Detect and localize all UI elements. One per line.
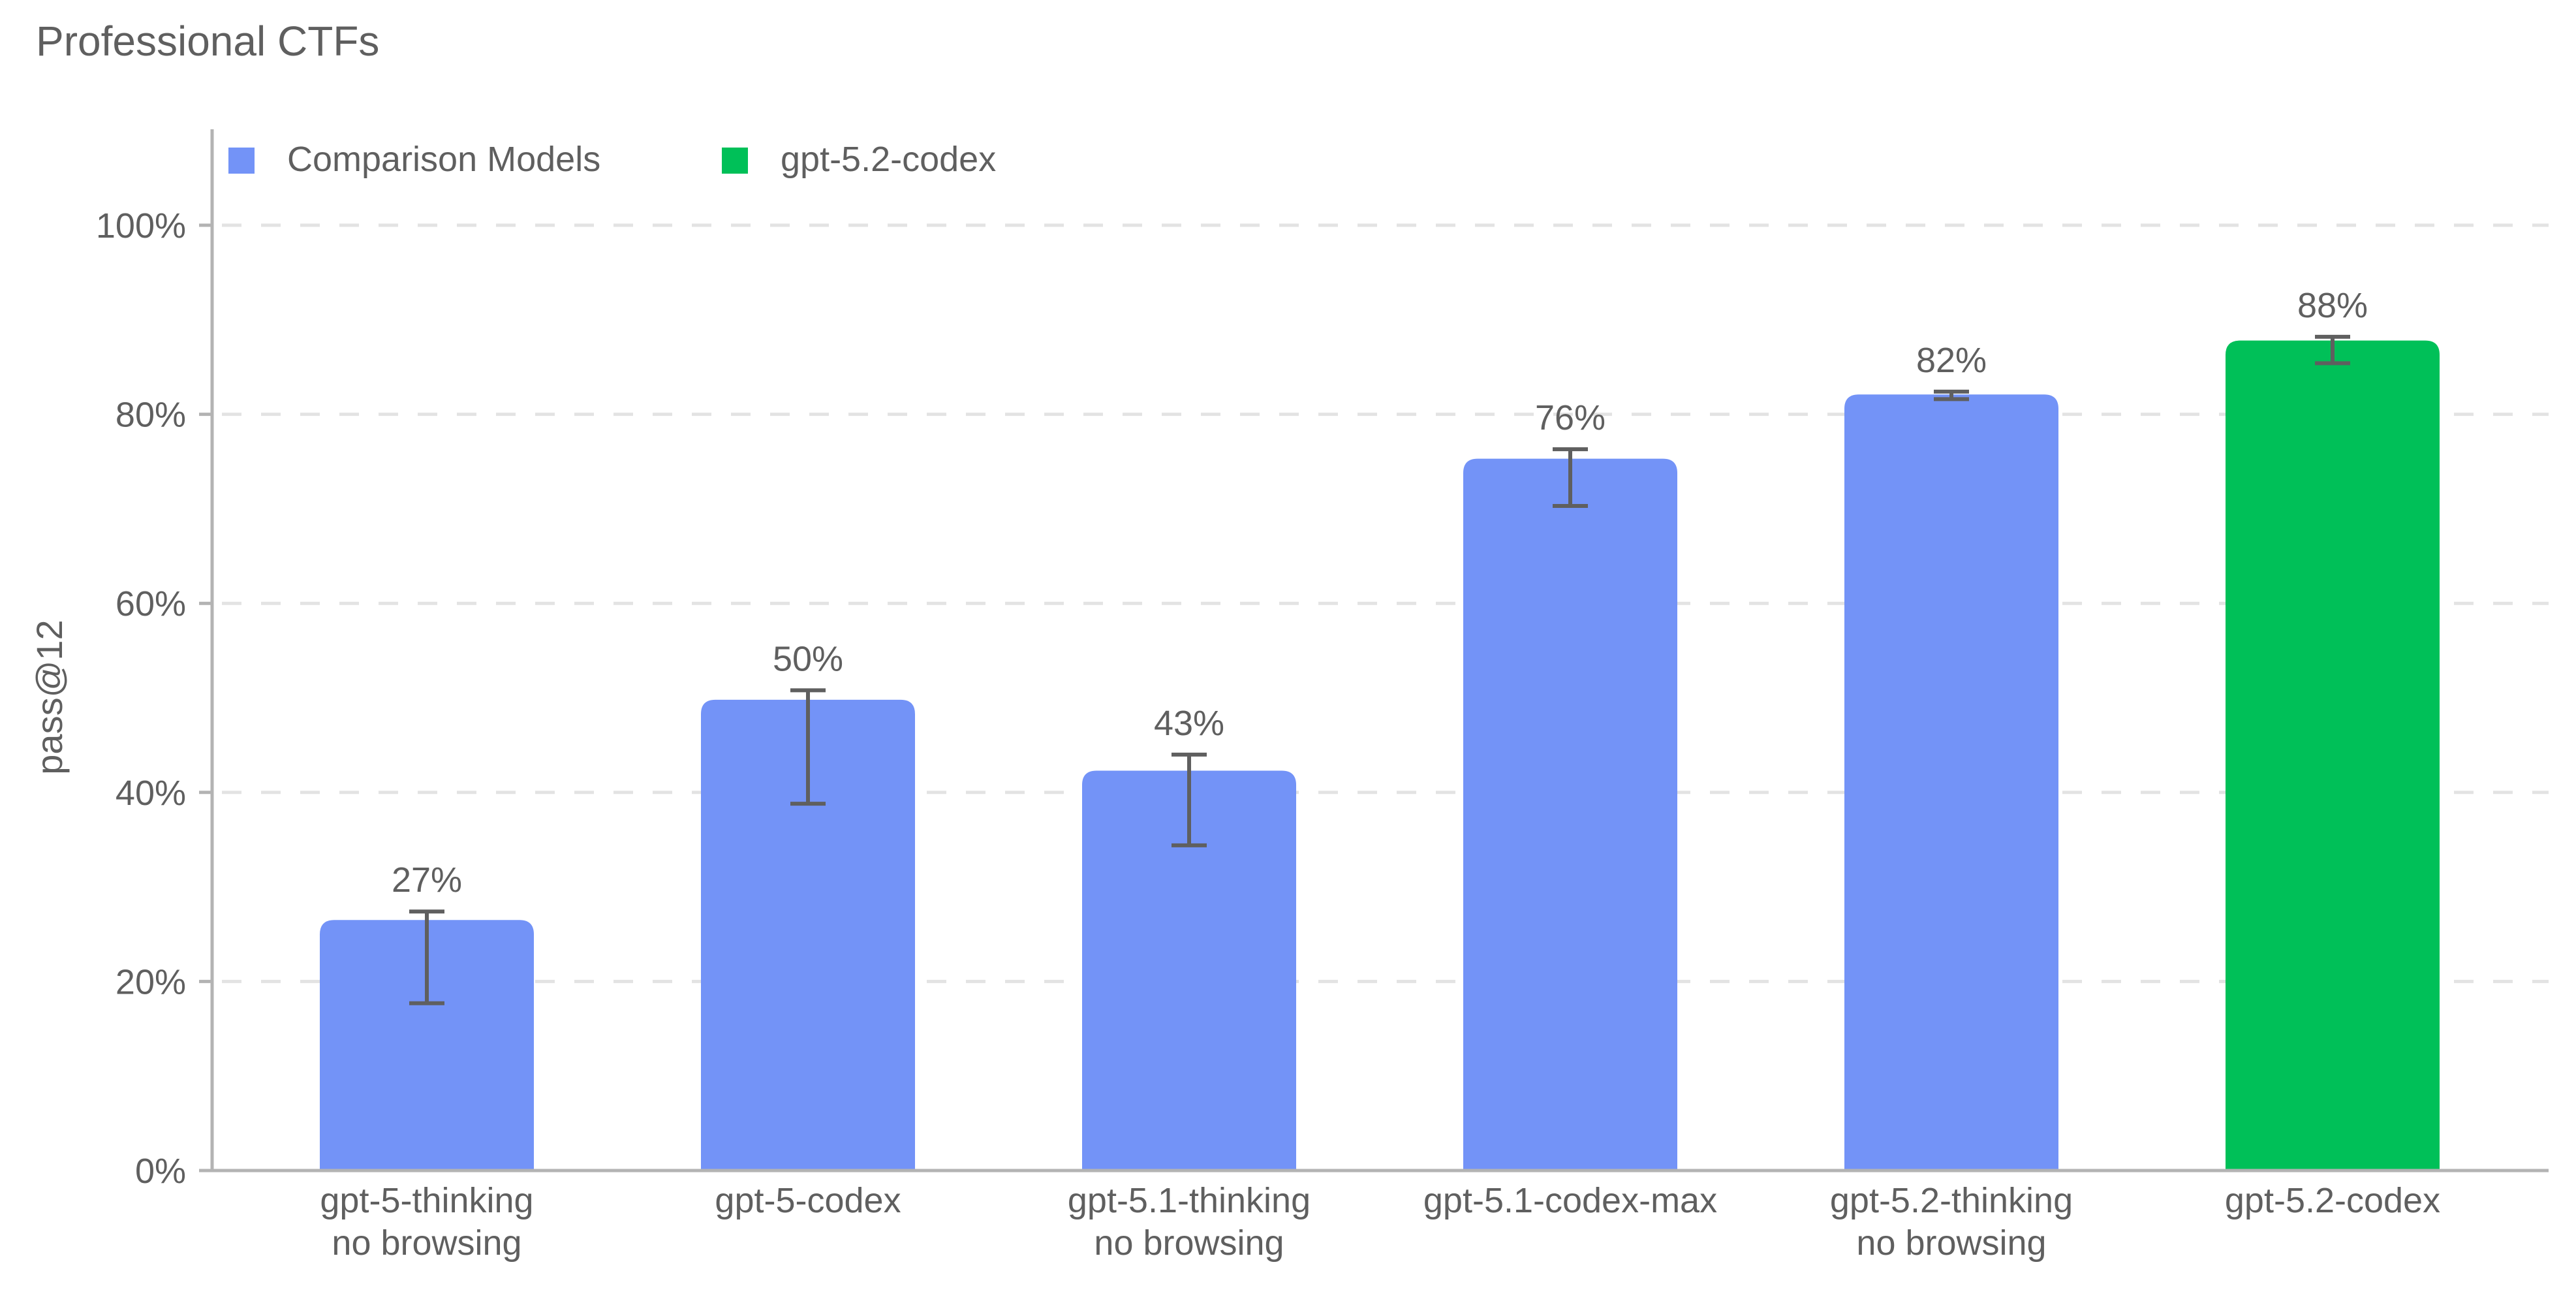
data-label: 43% xyxy=(1154,704,1224,743)
x-tick-label: gpt-5-thinking xyxy=(320,1181,533,1220)
x-tick-label: no browsing xyxy=(1856,1223,2046,1263)
data-label: 76% xyxy=(1535,398,1606,437)
y-tick-label: 60% xyxy=(116,584,186,623)
y-tick-label: 100% xyxy=(96,206,186,245)
legend-label-codex: gpt-5.2-codex xyxy=(781,140,996,179)
x-tick-label: gpt-5-codex xyxy=(715,1181,901,1220)
data-label: 50% xyxy=(773,639,843,678)
legend-label-comparison: Comparison Models xyxy=(287,140,600,179)
data-label: 88% xyxy=(2297,286,2368,325)
x-tick-label: gpt-5.1-thinking xyxy=(1068,1181,1311,1220)
y-tick-label: 80% xyxy=(116,396,186,435)
bar xyxy=(1463,458,1677,1171)
bar xyxy=(320,920,534,1171)
x-tick-label: no browsing xyxy=(332,1223,521,1263)
y-tick-label: 40% xyxy=(116,774,186,813)
x-tick-label: gpt-5.2-codex xyxy=(2225,1181,2440,1220)
data-label: 82% xyxy=(1916,341,1987,380)
legend-swatch-codex xyxy=(722,148,748,174)
x-tick-label: gpt-5.2-thinking xyxy=(1830,1181,2073,1220)
x-tick-label: gpt-5.1-codex-max xyxy=(1423,1181,1717,1220)
y-axis-label: pass@12 xyxy=(29,620,70,774)
data-label: 27% xyxy=(392,860,462,900)
y-tick-label: 0% xyxy=(135,1152,186,1191)
legend-swatch-comparison xyxy=(228,148,255,174)
bar xyxy=(701,699,915,1171)
bar xyxy=(1082,770,1296,1171)
bar xyxy=(2226,340,2440,1171)
legend: Comparison Models gpt-5.2-codex xyxy=(228,140,996,179)
bar xyxy=(1844,394,2058,1171)
x-tick-label: no browsing xyxy=(1094,1223,1284,1263)
chart-title: Professional CTFs xyxy=(36,18,379,65)
y-tick-label: 20% xyxy=(116,962,186,1001)
